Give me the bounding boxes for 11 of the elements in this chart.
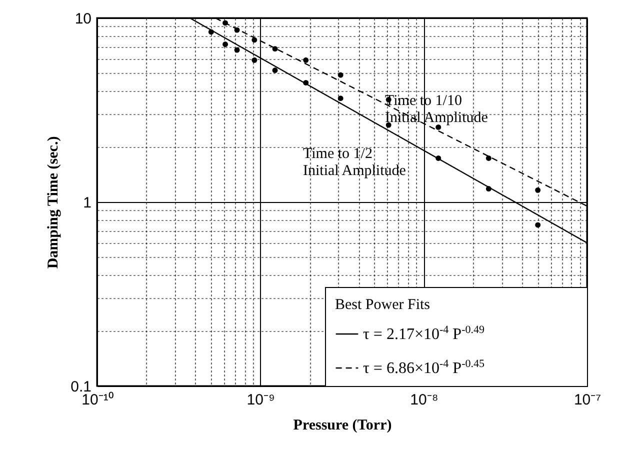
legend-title: Best Power Fits [335, 297, 430, 313]
y-tick-label: 10 [74, 10, 92, 28]
x-tick-label: 10⁻⁸ [410, 392, 438, 408]
legend-label: τ = 6.86×10$^{-4}$ P$^{-0.45}$ [363, 358, 485, 377]
legend-label: τ = 2.17×10$^{-4}$ P$^{-0.49}$ [363, 324, 485, 343]
x-tick-label: 10⁻⁹ [246, 392, 275, 408]
x-tick-label: 10⁻⁷ [574, 392, 602, 408]
y-axis-title: Damping Time (sec.) [46, 136, 62, 269]
annotation: Time to 1/2 Initial Amplitude [303, 146, 406, 179]
x-axis-title: Pressure (Torr) [293, 418, 392, 434]
y-tick-label: 1 [83, 194, 92, 212]
